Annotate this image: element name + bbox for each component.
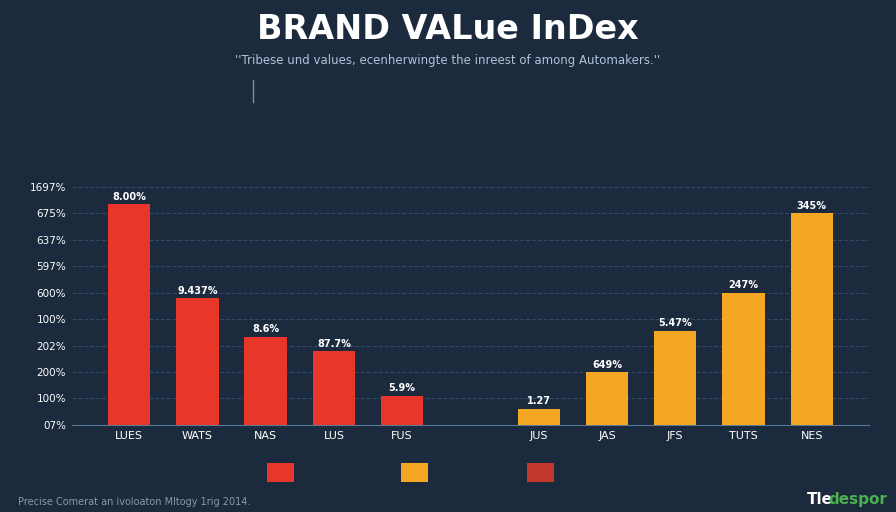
Text: All Paage: All Paage [563, 467, 614, 477]
Bar [722, 292, 764, 425]
Text: Fls: Fls [349, 86, 365, 96]
Text: Tle: Tle [806, 492, 832, 507]
Text: Precise Comerat an ivoloaton Mltogy 1rig 2014.: Precise Comerat an ivoloaton Mltogy 1rig… [18, 497, 250, 507]
Bar [654, 331, 696, 425]
Bar [586, 372, 628, 425]
Bar [518, 409, 560, 425]
Bar [381, 396, 423, 425]
Text: 345%: 345% [797, 201, 827, 211]
Text: 8.6%: 8.6% [252, 324, 280, 334]
Bar [313, 351, 355, 425]
Bar [527, 463, 555, 482]
Bar [790, 213, 833, 425]
Bar [245, 337, 287, 425]
Text: despor: despor [828, 492, 887, 507]
Text: 87.7%: 87.7% [317, 339, 351, 349]
Text: BRAND VALue InDex: BRAND VALue InDex [257, 13, 639, 46]
Text: 5.9%: 5.9% [389, 383, 416, 393]
Text: Automakers: Automakers [492, 86, 559, 96]
Text: 5.47%: 5.47% [659, 318, 692, 328]
Bar [108, 204, 151, 425]
Bar [401, 463, 428, 482]
Bar [177, 298, 219, 425]
Text: A Precise: A Precise [436, 467, 487, 477]
Text: 1.27: 1.27 [527, 396, 551, 407]
Text: 649%: 649% [592, 359, 622, 370]
Text: 8.00%: 8.00% [112, 192, 146, 202]
Text: Daline: Daline [161, 86, 197, 96]
Text: Value: Value [52, 86, 83, 96]
Text: All Prange: All Prange [302, 467, 358, 477]
Text: 9.437%: 9.437% [177, 286, 218, 296]
Bar [267, 463, 294, 482]
Text: 247%: 247% [728, 280, 758, 290]
Text: ''Tribese und values, ecenherwingte the inreest of among Automakers.'': ''Tribese und values, ecenherwingte the … [236, 54, 660, 67]
